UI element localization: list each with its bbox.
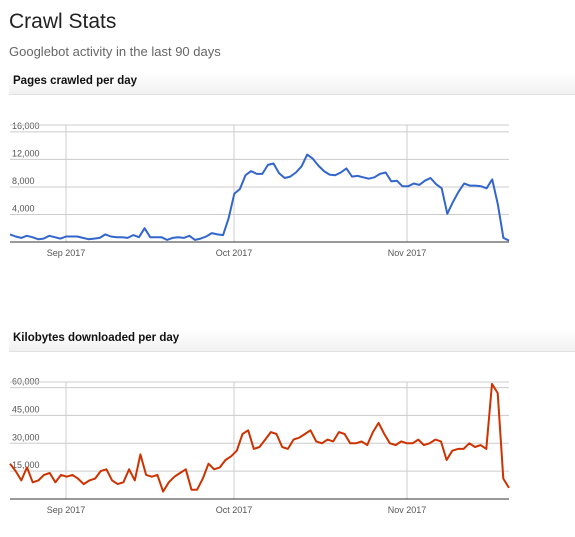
pages-x-tick-label: Nov 2017 bbox=[388, 248, 427, 258]
kb-y-tick-label: 30,000 bbox=[12, 432, 40, 442]
page-subtitle: Googlebot activity in the last 90 days bbox=[9, 44, 221, 59]
kb-x-tick-label: Nov 2017 bbox=[388, 505, 427, 515]
pages-x-tick-label: Oct 2017 bbox=[216, 248, 253, 258]
pages-y-tick-label: 12,000 bbox=[12, 148, 40, 158]
kb-y-tick-label: 45,000 bbox=[12, 404, 40, 414]
pages-series-line bbox=[9, 153, 510, 242]
kb-chart-title: Kilobytes downloaded per day bbox=[13, 332, 180, 344]
pages-chart-header: Pages crawled per day bbox=[9, 72, 575, 95]
kb-x-tick-label: Sep 2017 bbox=[47, 505, 86, 515]
pages-chart-title: Pages crawled per day bbox=[13, 75, 138, 87]
pages-y-tick-label: 16,000 bbox=[12, 121, 40, 131]
pages-y-tick-label: 4,000 bbox=[12, 203, 35, 213]
pages-crawled-chart: 4,000 8,000 12,000 16,000 Sep 2017 Oct 2017 No… bbox=[9, 121, 510, 258]
pages-x-tick-label: Sep 2017 bbox=[47, 248, 86, 258]
kb-x-tick-label: Oct 2017 bbox=[216, 505, 253, 515]
pages-y-tick-label: 8,000 bbox=[12, 176, 35, 186]
kb-y-tick-label: 15,000 bbox=[12, 460, 40, 470]
kb-chart-header: Kilobytes downloaded per day bbox=[9, 329, 575, 352]
kb-series-line bbox=[9, 382, 510, 493]
page-title: Crawl Stats bbox=[9, 10, 117, 33]
